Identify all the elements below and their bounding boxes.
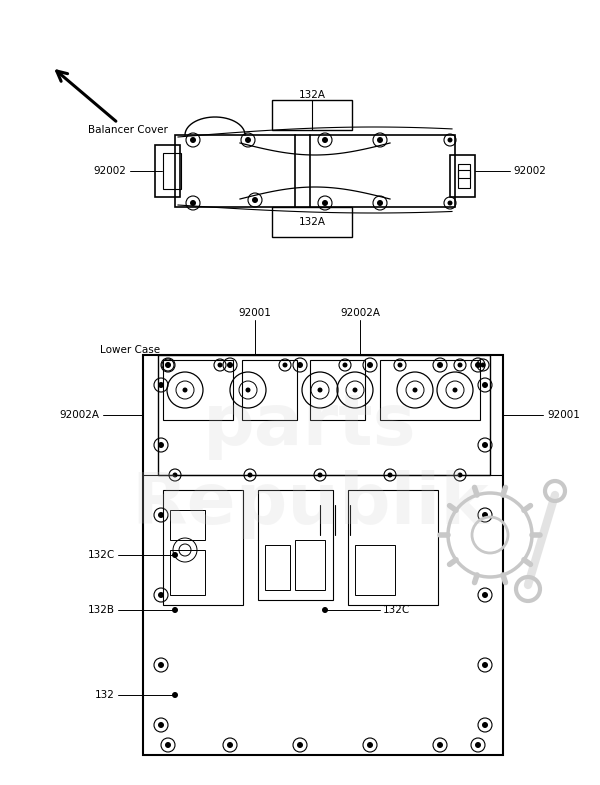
Bar [310, 360, 365, 420]
Text: 132: 132 [95, 690, 115, 700]
Bar [170, 550, 205, 595]
Text: Lower Case: Lower Case [100, 345, 160, 355]
Circle shape [322, 200, 328, 206]
Circle shape [482, 512, 488, 518]
Bar [348, 490, 438, 605]
Circle shape [452, 388, 458, 392]
Circle shape [458, 473, 463, 477]
Circle shape [482, 592, 488, 598]
Circle shape [458, 363, 463, 367]
Circle shape [437, 742, 443, 748]
Bar [170, 510, 205, 540]
Circle shape [165, 742, 171, 748]
Circle shape [343, 363, 347, 367]
Circle shape [475, 362, 481, 368]
Bar [272, 207, 352, 237]
Circle shape [482, 442, 488, 448]
Circle shape [317, 473, 323, 477]
Circle shape [437, 362, 443, 368]
Circle shape [245, 137, 251, 143]
Circle shape [166, 363, 170, 367]
Circle shape [158, 512, 164, 518]
Bar [265, 545, 290, 590]
Bar [158, 355, 490, 475]
Bar [458, 170, 470, 178]
Circle shape [377, 137, 383, 143]
Circle shape [481, 363, 485, 367]
Circle shape [172, 552, 178, 558]
Circle shape [165, 362, 171, 368]
Text: 92002A: 92002A [340, 308, 380, 318]
Circle shape [182, 388, 187, 392]
Bar [163, 490, 243, 605]
Circle shape [218, 363, 223, 367]
Text: 132B: 132B [88, 605, 115, 615]
Bar [155, 145, 180, 197]
Circle shape [448, 200, 452, 206]
Text: Balancer Cover: Balancer Cover [88, 125, 168, 135]
Circle shape [322, 607, 328, 613]
Circle shape [482, 722, 488, 728]
Circle shape [158, 662, 164, 668]
Circle shape [475, 742, 481, 748]
Bar [450, 155, 475, 197]
Circle shape [248, 473, 253, 477]
Bar [163, 360, 233, 420]
Bar [310, 135, 455, 207]
Circle shape [252, 197, 258, 203]
Text: 92001: 92001 [547, 410, 580, 420]
Circle shape [317, 388, 323, 392]
Circle shape [190, 200, 196, 206]
Circle shape [377, 200, 383, 206]
Circle shape [227, 742, 233, 748]
Bar [143, 355, 503, 755]
Circle shape [190, 137, 196, 143]
Text: 92002: 92002 [93, 166, 126, 176]
Circle shape [172, 607, 178, 613]
Text: 132C: 132C [88, 550, 115, 560]
Circle shape [158, 442, 164, 448]
Text: 132A: 132A [299, 217, 325, 227]
Circle shape [388, 473, 392, 477]
Bar [458, 164, 470, 188]
Circle shape [322, 137, 328, 143]
Text: parts
Republik: parts Republik [131, 391, 489, 539]
Bar [242, 360, 297, 420]
Circle shape [482, 662, 488, 668]
Circle shape [158, 592, 164, 598]
Circle shape [245, 388, 251, 392]
Bar [380, 360, 480, 420]
Circle shape [158, 722, 164, 728]
Circle shape [283, 363, 287, 367]
Circle shape [158, 382, 164, 388]
Circle shape [173, 473, 178, 477]
Circle shape [353, 388, 358, 392]
Bar [258, 490, 333, 600]
Text: 92002: 92002 [513, 166, 546, 176]
Bar [175, 135, 295, 207]
Bar [272, 100, 352, 130]
Text: 132A: 132A [299, 90, 325, 100]
Circle shape [413, 388, 418, 392]
Text: 92002A: 92002A [59, 410, 99, 420]
Bar [295, 540, 325, 590]
Circle shape [367, 362, 373, 368]
Circle shape [448, 137, 452, 143]
Text: 92001: 92001 [239, 308, 271, 318]
Text: 132C: 132C [383, 605, 410, 615]
Circle shape [227, 362, 233, 368]
Circle shape [297, 362, 303, 368]
Circle shape [398, 363, 403, 367]
Bar [355, 545, 395, 595]
Circle shape [482, 382, 488, 388]
Circle shape [367, 742, 373, 748]
Bar [163, 153, 181, 189]
Circle shape [172, 692, 178, 698]
Circle shape [297, 742, 303, 748]
